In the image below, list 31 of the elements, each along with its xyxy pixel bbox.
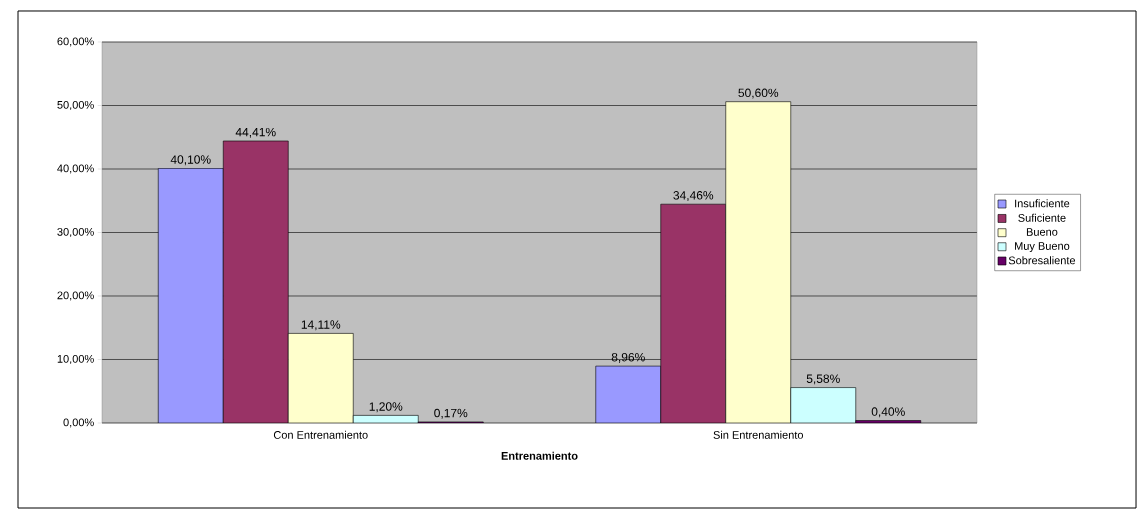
legend-label: Sobresaliente xyxy=(1008,256,1076,265)
y-tick-label: 10,00% xyxy=(57,354,94,365)
bar xyxy=(725,101,792,423)
bar xyxy=(595,365,662,423)
legend-label: Bueno xyxy=(1026,228,1058,236)
bar xyxy=(660,203,727,423)
bar xyxy=(287,333,354,423)
data-label: 14,11% xyxy=(301,320,341,331)
legend-label: Insuficiente xyxy=(1015,199,1070,208)
y-tick-label: 20,00% xyxy=(57,291,94,301)
data-label: 44,41% xyxy=(235,127,276,138)
data-label: 34,46% xyxy=(673,191,714,201)
bar xyxy=(790,387,857,423)
y-tick-label: 0,00% xyxy=(63,418,94,428)
data-label: 40,10% xyxy=(170,155,211,166)
y-tick-label: 30,00% xyxy=(57,227,94,238)
y-tick-label: 60,00% xyxy=(57,37,94,47)
bar xyxy=(222,140,289,423)
y-tick-label: 40,00% xyxy=(57,164,94,174)
legend-label: Muy Bueno xyxy=(1015,242,1070,253)
legend-label: Suficiente xyxy=(1018,213,1066,222)
data-label: 1,20% xyxy=(369,402,403,413)
x-axis-title: Entrenamiento xyxy=(501,451,578,460)
y-tick-label: 50,00% xyxy=(57,100,94,111)
bar xyxy=(157,168,224,423)
data-label: 0,40% xyxy=(871,407,905,418)
data-label: 0,17% xyxy=(434,408,468,419)
x-tick-label: Sin Entrenamiento xyxy=(713,430,804,439)
x-tick-label: Con Entrenamiento xyxy=(273,430,368,439)
data-label: 50,60% xyxy=(738,88,779,99)
data-label: 5,58% xyxy=(806,374,840,385)
